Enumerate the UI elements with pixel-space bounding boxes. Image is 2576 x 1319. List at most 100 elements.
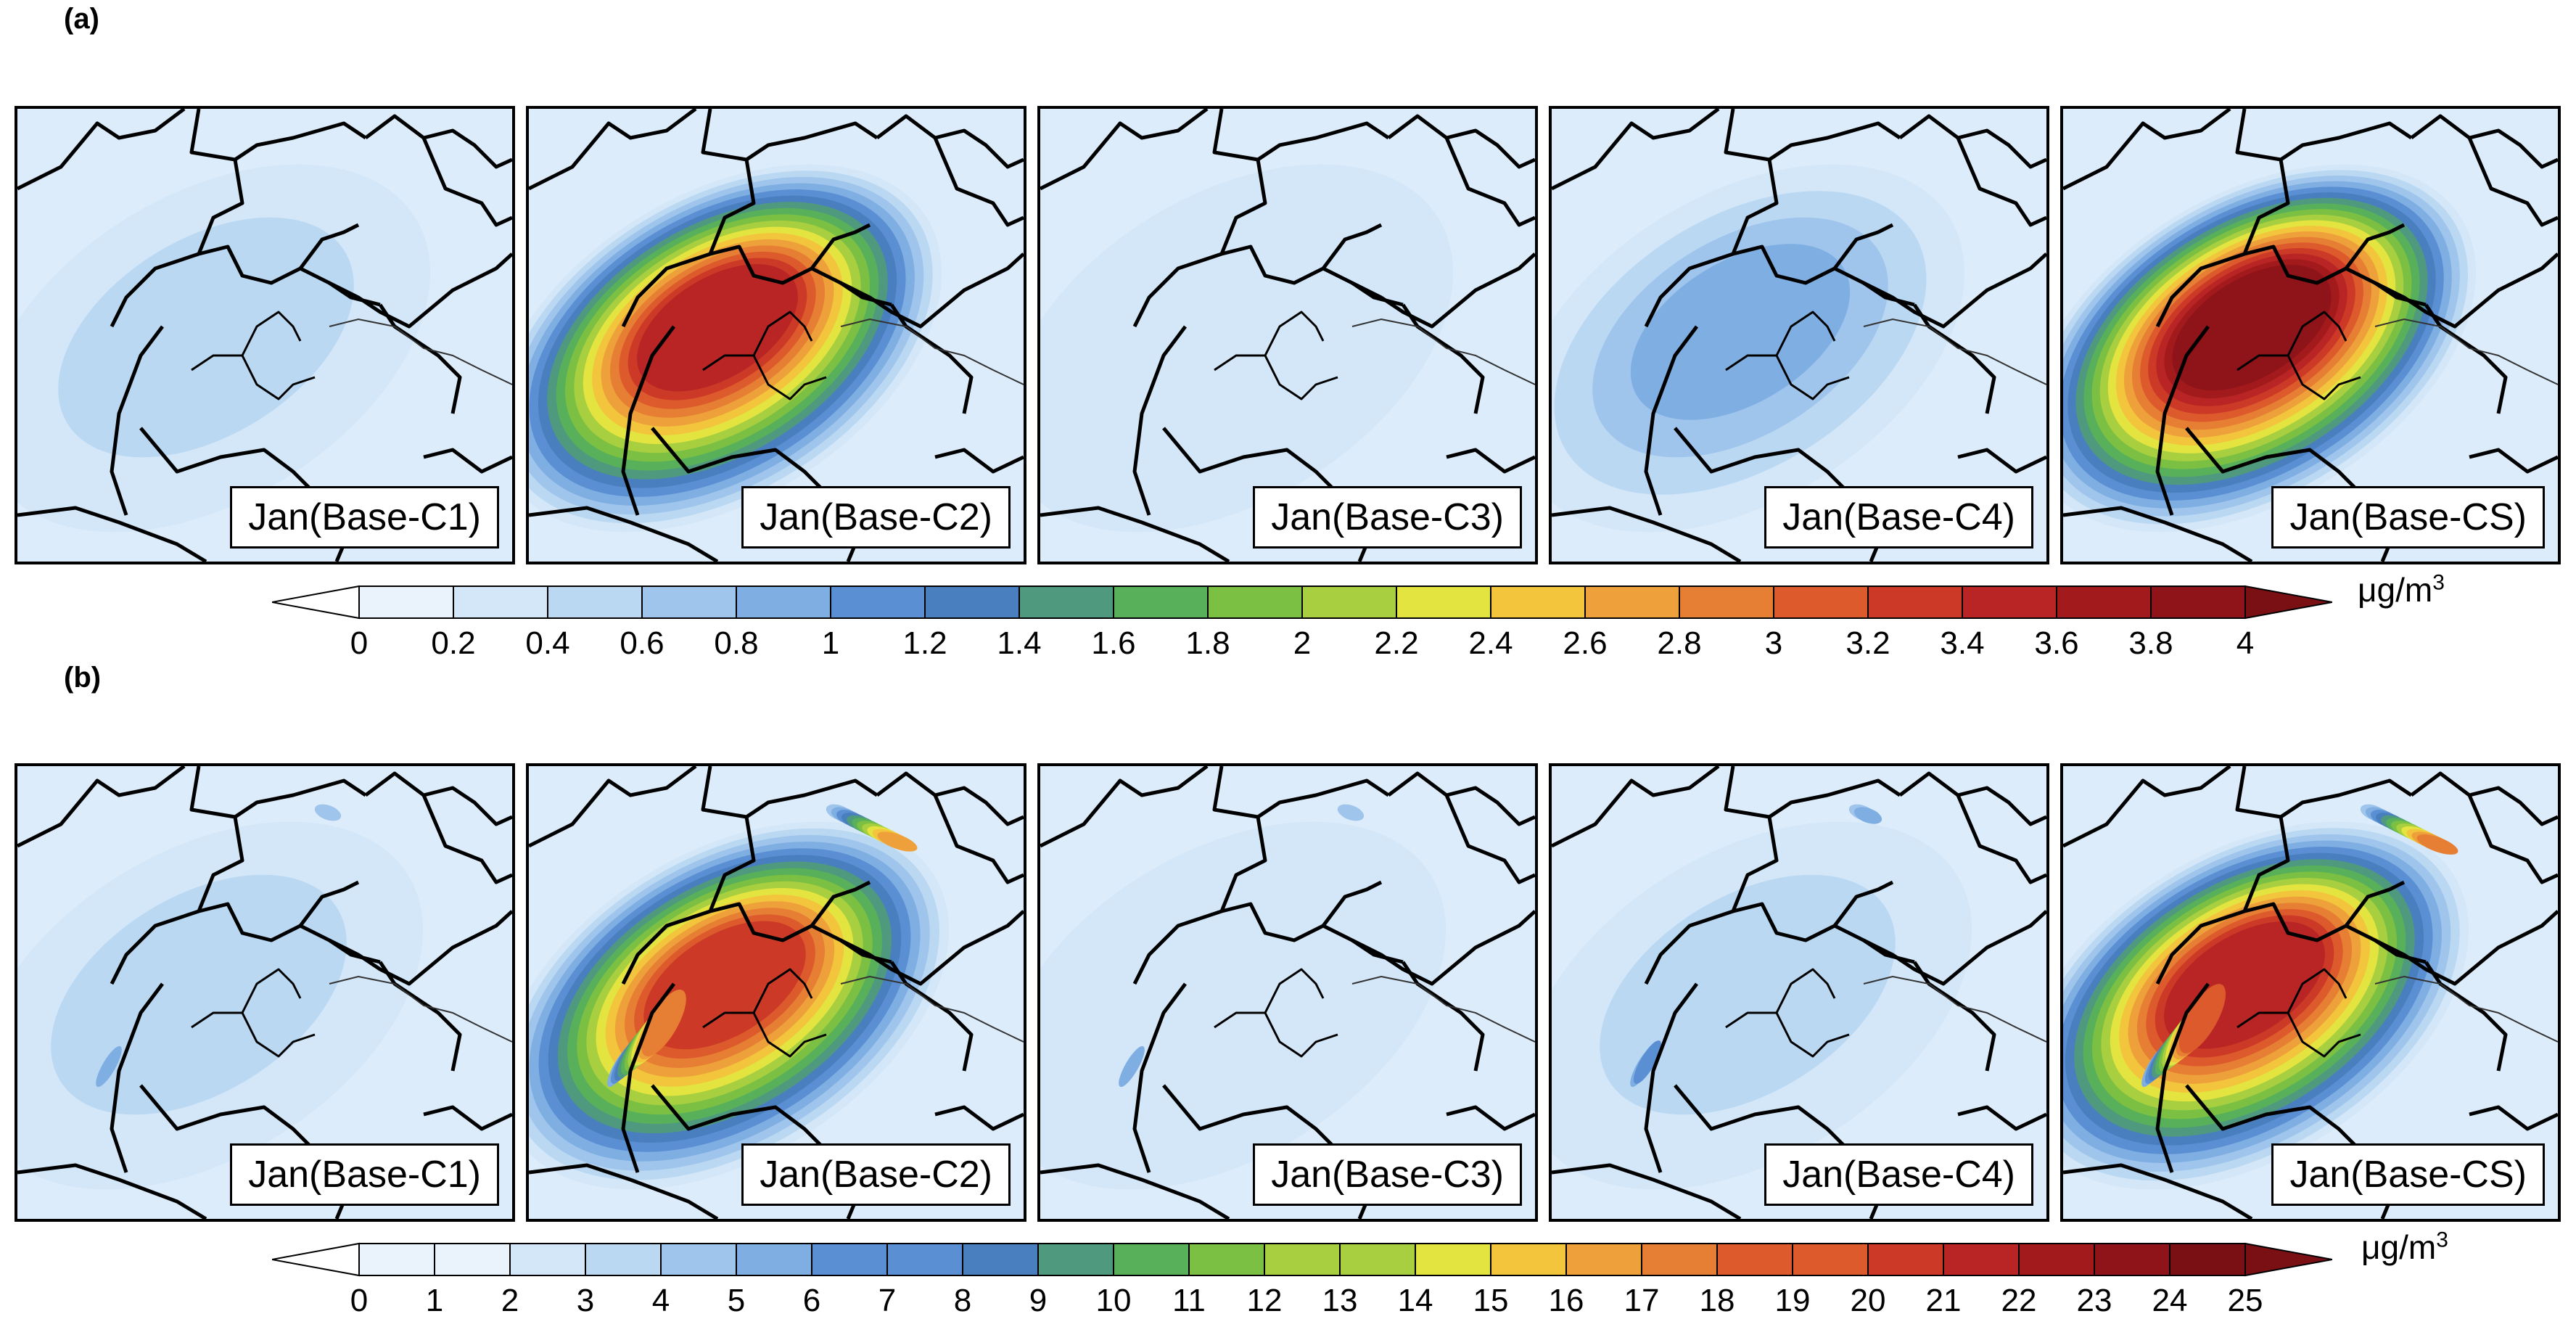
colorbar-segment [453, 585, 548, 619]
colorbar-tick-label: 6 [802, 1283, 821, 1318]
scenario-label: Jan(Base-C1) [230, 486, 499, 548]
province-border [2063, 506, 2253, 562]
province-border [2155, 982, 2210, 1173]
province-border [701, 109, 878, 162]
province-border [1322, 223, 1383, 270]
province-border [2242, 816, 2290, 912]
colorbar-segment [1113, 585, 1209, 619]
concentration-contour [643, 921, 806, 1050]
colorbar-min-arrow [272, 585, 360, 620]
scenario-label: Jan(Base-C1) [230, 1143, 499, 1206]
province-border [110, 325, 164, 516]
map-panel: Jan(Base-C4) [1549, 106, 2049, 564]
province-border [2063, 1163, 2253, 1219]
province-border [839, 910, 1024, 986]
province-border [1833, 880, 1894, 927]
colorbar-segment [2094, 1243, 2170, 1276]
province-border [299, 880, 360, 927]
colorbar-segment [736, 1243, 812, 1276]
province-border [1775, 311, 1836, 356]
scenario-label: Jan(Base-C4) [1764, 1143, 2033, 1206]
province-border [933, 794, 1024, 884]
province-border [189, 766, 367, 819]
province-border [1446, 1105, 1535, 1131]
concentration-streak [2416, 834, 2458, 855]
province-border [1212, 766, 1390, 819]
concentration-streak [96, 1045, 122, 1088]
colorbar-tick-label: 3 [1764, 625, 1783, 661]
colorbar-segment [434, 1243, 511, 1276]
province-border [1862, 910, 2046, 986]
province-border [197, 816, 244, 912]
province-border [1912, 303, 1996, 414]
colorbar-segment [641, 585, 737, 619]
province-border [1132, 325, 1187, 516]
colorbar-tick-label: 0.4 [525, 625, 570, 661]
coastline [2374, 318, 2558, 385]
concentration-contour [1600, 874, 1896, 1115]
colorbar-segment [1565, 1243, 1642, 1276]
coastline [1351, 318, 1535, 385]
province-border [1322, 880, 1383, 927]
colorbar-segment [1019, 585, 1114, 619]
colorbar-tick-label: 0 [350, 1283, 369, 1318]
colorbar-segment [1792, 1243, 1869, 1276]
colorbar-segment [1396, 585, 1491, 619]
colorbar-tick-label: 2.2 [1374, 625, 1419, 661]
colorbar-segment [962, 1243, 1039, 1276]
colorbar-segment [830, 585, 926, 619]
colorbar-tick-label: 0.2 [431, 625, 476, 661]
colorbar-segment [1207, 585, 1303, 619]
province-border [2345, 880, 2406, 927]
scenario-label: Jan(Base-C4) [1764, 486, 2033, 548]
colorbar-segment [660, 1243, 737, 1276]
province-border [1219, 159, 1267, 255]
province-border [2424, 961, 2508, 1072]
coastline [1863, 318, 2046, 385]
unit-sup: 3 [2436, 1228, 2448, 1252]
province-border [529, 109, 697, 191]
province-border [1898, 771, 2046, 826]
colorbar-segment [2056, 585, 2152, 619]
province-border [2235, 766, 2413, 819]
colorbar-segment [1773, 585, 1869, 619]
province-border [1898, 114, 2046, 169]
unit-text: μg/m [2358, 571, 2433, 609]
colorbar-segment [1962, 585, 2057, 619]
province-border [1833, 223, 1894, 270]
scenario-label: Jan(Base-C2) [741, 1143, 1011, 1206]
coastline [2374, 975, 2558, 1043]
province-border [241, 311, 302, 356]
province-border [889, 303, 974, 414]
colorbar-segment [2169, 1243, 2246, 1276]
province-border [701, 766, 878, 819]
province-border [1132, 982, 1187, 1173]
concentration-streak [1119, 1045, 1145, 1088]
province-border [1956, 794, 2046, 884]
colorbar-segment [1679, 585, 1774, 619]
colorbar-tick-label: 3.4 [1940, 625, 1985, 661]
province-border [1040, 506, 1230, 562]
province-border [1214, 1011, 1338, 1058]
province-border [1387, 771, 1535, 826]
colorbar-segment [1490, 585, 1586, 619]
colorbar-tick-label: 0 [350, 625, 369, 661]
colorbar-segment [585, 1243, 662, 1276]
province-border [2345, 223, 2406, 270]
colorbar-tick-label: 10 [1095, 1283, 1132, 1318]
province-border [2467, 794, 2558, 884]
map-panel: Jan(Base-C3) [1037, 106, 1538, 564]
province-border [2424, 303, 2508, 414]
province-border [2467, 137, 2558, 227]
concentration-contour [637, 264, 798, 392]
province-border [378, 961, 462, 1072]
colorbar-tick-label: 1.8 [1185, 625, 1230, 661]
province-border [110, 982, 164, 1173]
colorbar-tick-label: 1.4 [997, 625, 1042, 661]
province-border [1725, 354, 1850, 400]
colorbar-a-ticks: 0 0.2 0.4 0.6 0.8 1 1.2 1.4 1.6 1.8 2 2.2 2.4 2.6 2.8 3… [0, 625, 2576, 669]
colorbar-b-ticks: 0 1 2 3 4 5 6 7 8 9 10 11 12 13 14 15 16 17 18 19 20 21 22 23 24… [0, 1283, 2576, 1319]
province-border [17, 109, 186, 191]
province-border [708, 159, 756, 255]
colorbar-segment [1113, 1243, 1190, 1276]
